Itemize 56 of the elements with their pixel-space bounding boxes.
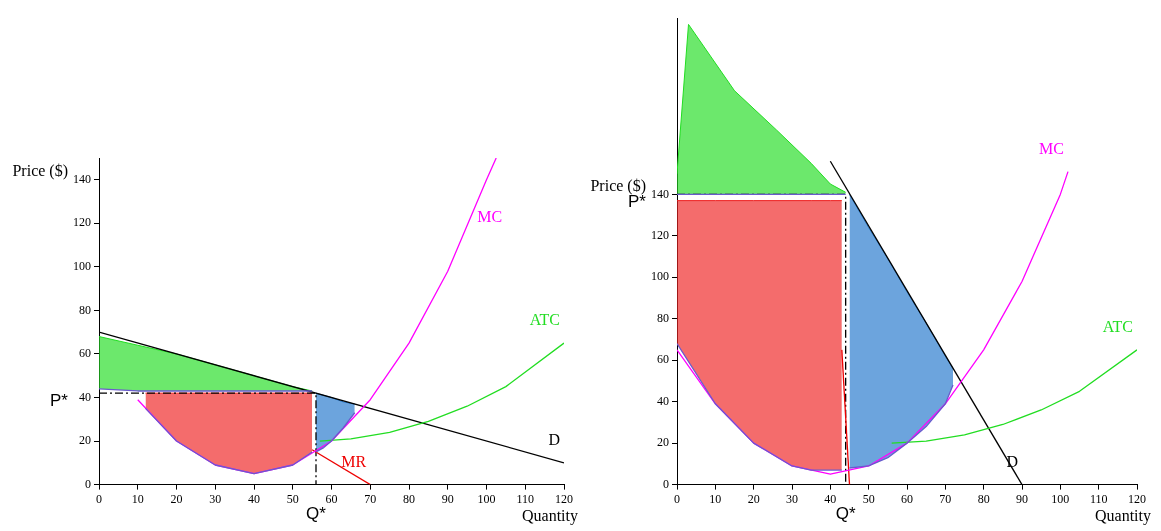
y-tick-label: 0: [85, 476, 91, 491]
y-tick-label: 40: [79, 389, 91, 404]
y-tick-label: 40: [657, 393, 669, 408]
x-axis-title: Quantity: [522, 506, 578, 525]
x-tick-label: 60: [901, 491, 913, 506]
x-tick-label: 0: [674, 491, 680, 506]
y-tick-label: 60: [79, 346, 91, 361]
x-tick-label: 30: [209, 491, 222, 506]
y-tick-label: 100: [651, 269, 669, 284]
y-tick-label: 20: [657, 435, 669, 450]
series-label: MC: [1039, 139, 1064, 157]
x-tick-label: 100: [1051, 491, 1070, 506]
y-axis-title: Price ($): [12, 161, 68, 180]
x-tick-label: 70: [364, 491, 377, 506]
x-tick-label: 80: [403, 491, 415, 506]
x-tick-label: 60: [325, 491, 338, 506]
x-tick-label: 90: [1016, 491, 1028, 506]
x-tick-label: 100: [477, 491, 496, 506]
x-tick-label: 40: [824, 491, 837, 506]
series-label: MR: [341, 452, 367, 470]
x-tick-label: 90: [441, 491, 454, 506]
series-label: ATC: [529, 311, 560, 329]
x-tick-label: 50: [286, 491, 299, 506]
y-tick-label: 0: [663, 476, 669, 491]
x-tick-label: 0: [96, 491, 102, 506]
annotation: P*: [50, 390, 69, 410]
y-axis-title: Price ($): [590, 176, 646, 195]
y-tick-label: 60: [657, 352, 669, 367]
x-tick-label: 120: [1128, 491, 1146, 506]
x-tick-label: 80: [977, 491, 990, 506]
x-tick-label: 10: [131, 491, 144, 506]
y-tick-label: 80: [79, 302, 91, 317]
x-tick-label: 40: [248, 491, 260, 506]
x-tick-label: 110: [516, 491, 535, 506]
x-tick-label: 20: [747, 491, 760, 506]
y-tick-label: 120: [651, 228, 669, 243]
x-tick-label: 120: [555, 491, 573, 506]
series-label: ATC: [1102, 318, 1133, 336]
y-tick-label: 140: [73, 171, 91, 186]
y-tick-label: 120: [73, 215, 91, 230]
x-tick-label: 110: [1089, 491, 1108, 506]
series-label: MC: [477, 208, 503, 226]
y-tick-label: 20: [79, 433, 91, 448]
x-axis-title: Quantity: [1095, 506, 1151, 525]
y-tick-label: 80: [657, 310, 669, 325]
y-tick-label: 140: [651, 186, 669, 201]
y-tick-label: 100: [73, 259, 91, 274]
annotation: Q*: [306, 504, 327, 524]
x-tick-label: 20: [170, 491, 183, 506]
series-label: D: [1006, 452, 1018, 470]
series-label: D: [548, 431, 560, 449]
annotation: Q*: [835, 504, 856, 524]
x-tick-label: 30: [786, 491, 798, 506]
x-tick-label: 70: [939, 491, 952, 506]
x-tick-label: 50: [862, 491, 875, 506]
x-tick-label: 10: [709, 491, 722, 506]
